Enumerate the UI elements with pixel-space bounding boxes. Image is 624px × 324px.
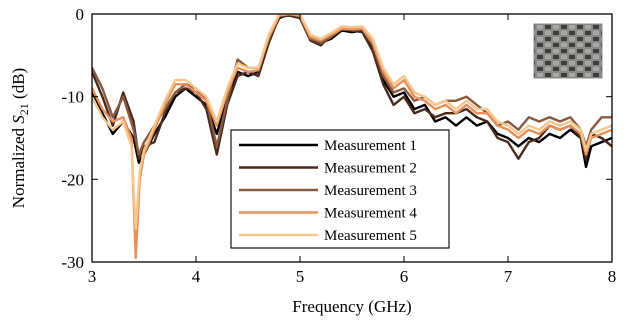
x-tick-label: 8 bbox=[608, 267, 617, 286]
plot-frame bbox=[91, 13, 613, 263]
y-axis-title-main: Normalized bbox=[9, 124, 28, 209]
x-tick-label: 6 bbox=[400, 267, 409, 286]
y-tick-label: 0 bbox=[76, 5, 85, 24]
legend: Measurement 1 Measurement 2 Measurement 3 M… bbox=[230, 129, 450, 249]
legend-label-measurement-1: Measurement 1 bbox=[324, 138, 417, 154]
woven-fabric-inset-image bbox=[533, 23, 603, 79]
x-tick-label: 3 bbox=[88, 267, 97, 286]
x-tick-label: 7 bbox=[504, 267, 513, 286]
y-tick-label: -20 bbox=[61, 170, 84, 189]
x-tick-label: 4 bbox=[192, 267, 201, 286]
series-line-measurement-4 bbox=[92, 14, 612, 260]
series-line-measurement-3 bbox=[92, 14, 612, 156]
series-line-measurement-5 bbox=[92, 14, 612, 231]
legend-label-measurement-4: Measurement 4 bbox=[324, 206, 417, 222]
legend-label-measurement-2: Measurement 2 bbox=[324, 161, 417, 177]
x-axis-title: Frequency (GHz) bbox=[292, 297, 411, 316]
y-axis-title-subscript: 21 bbox=[17, 103, 31, 115]
tick-layer: 3 4 5 6 7 8 0 -10 -20 -30 bbox=[61, 5, 616, 286]
y-axis-title-symbol: S bbox=[9, 115, 28, 124]
series-layer bbox=[92, 14, 612, 260]
x-tick-label: 5 bbox=[296, 267, 305, 286]
series-line-measurement-1 bbox=[92, 14, 612, 169]
y-tick-label: -10 bbox=[61, 88, 84, 107]
legend-label-measurement-3: Measurement 3 bbox=[324, 183, 417, 199]
legend-label-measurement-5: Measurement 5 bbox=[324, 228, 417, 244]
y-tick-label: -30 bbox=[61, 253, 84, 272]
y-axis-title: Normalized S21 (dB) bbox=[9, 68, 31, 208]
y-axis-title-unit: (dB) bbox=[9, 68, 28, 103]
